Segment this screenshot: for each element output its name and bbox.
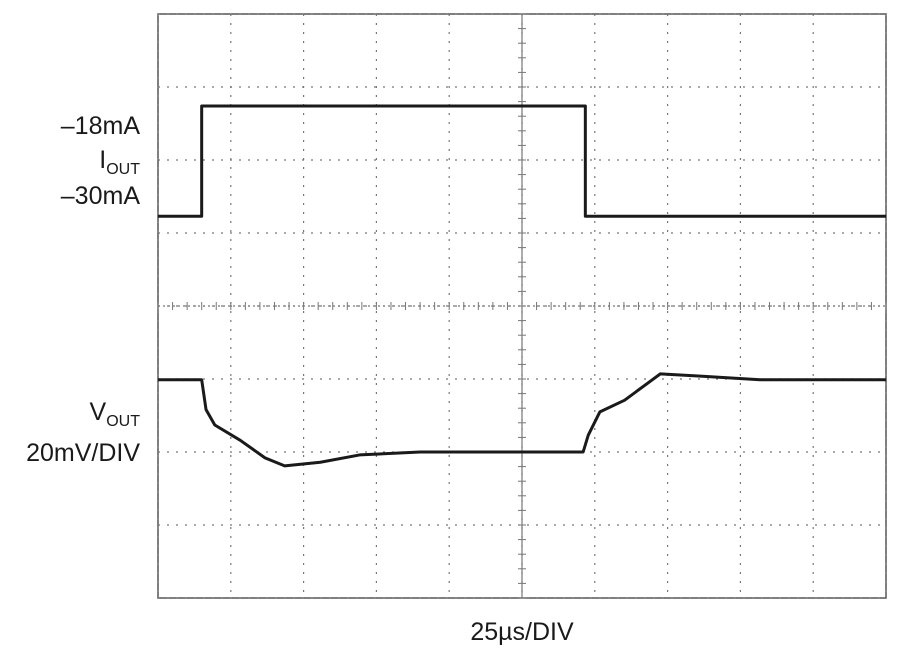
grid (157, 13, 887, 599)
x-axis-label: 25µs/DIV (470, 618, 574, 646)
annotation: IOUT (99, 146, 140, 178)
annotation: VOUT (90, 398, 141, 430)
traces (158, 104, 886, 468)
annotation: I (99, 146, 106, 174)
trace (158, 372, 886, 468)
annotation: –30mA (61, 182, 141, 210)
annotation: OUT (106, 413, 140, 430)
annotation: V (90, 398, 107, 426)
annotation: 20mV/DIV (26, 439, 140, 467)
annotation: OUT (106, 161, 140, 178)
trace (158, 104, 886, 218)
annotation: –18mA (61, 112, 141, 140)
